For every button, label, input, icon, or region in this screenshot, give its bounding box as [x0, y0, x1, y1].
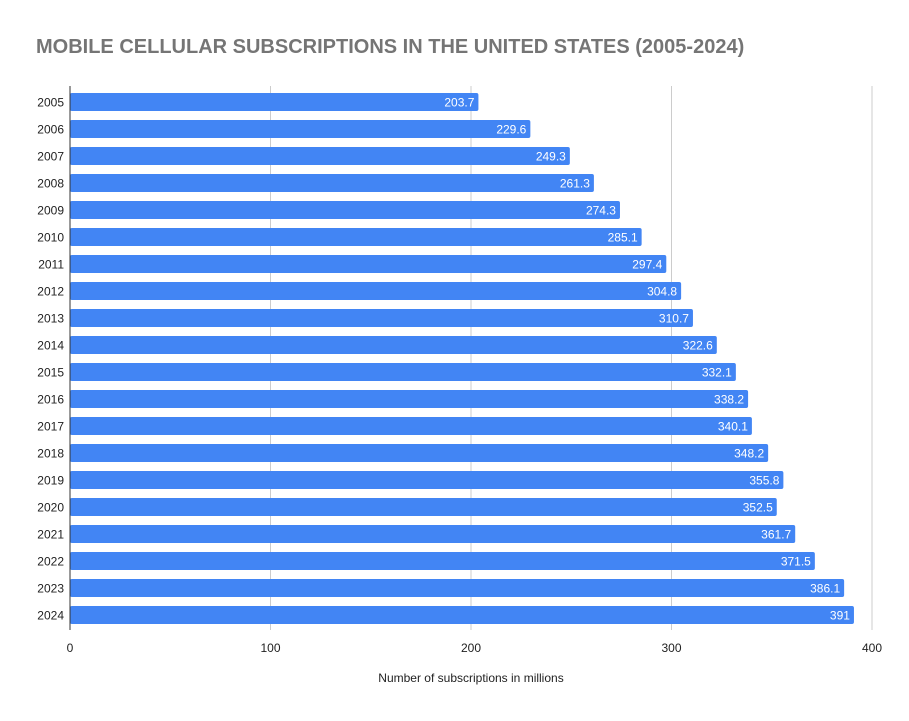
y-tick-label: 2005	[37, 96, 64, 110]
bar-value-label: 340.1	[718, 420, 748, 434]
y-tick-label: 2007	[37, 150, 64, 164]
bar-value-label: 391	[830, 609, 850, 623]
bar-value-label: 338.2	[714, 393, 744, 407]
bar-value-label: 386.1	[810, 582, 840, 596]
bar	[70, 93, 479, 111]
bar-value-label: 285.1	[608, 231, 638, 245]
y-tick-label: 2016	[37, 393, 64, 407]
y-tick-label: 2021	[37, 528, 64, 542]
axis-layer: 0 100 200 300 400 2005 2006 2007 2008 2009 2010 201…	[37, 86, 882, 655]
bar	[70, 255, 667, 273]
bar-value-label: 352.5	[743, 501, 773, 515]
bar	[70, 336, 717, 354]
y-tick-label: 2009	[37, 204, 64, 218]
bar	[70, 309, 693, 327]
bar	[70, 201, 620, 219]
x-axis-label: Number of subscriptions in millions	[378, 671, 563, 685]
y-tick-label: 2006	[37, 123, 64, 137]
y-tick-label: 2017	[37, 420, 64, 434]
bar-value-label: 304.8	[647, 285, 677, 299]
bar-value-label: 371.5	[781, 555, 811, 569]
bar-value-label: 348.2	[734, 447, 764, 461]
bar-value-label: 297.4	[632, 258, 662, 272]
bar	[70, 228, 642, 246]
x-tick-label: 100	[260, 641, 280, 655]
grid-layer	[270, 86, 873, 630]
y-tick-label: 2013	[37, 312, 64, 326]
bar	[70, 471, 784, 489]
bar	[70, 498, 777, 516]
y-tick-label: 2019	[37, 474, 64, 488]
bar-value-label: 355.8	[749, 474, 779, 488]
x-tick-label: 400	[862, 641, 882, 655]
bar	[70, 552, 815, 570]
y-tick-label: 2014	[37, 339, 64, 353]
bar-value-label: 229.6	[496, 123, 526, 137]
y-tick-label: 2022	[37, 555, 64, 569]
bar	[70, 120, 531, 138]
y-tick-label: 2020	[37, 501, 64, 515]
bar	[70, 579, 845, 597]
y-tick-label: 2015	[37, 366, 64, 380]
y-tick-label: 2012	[37, 285, 64, 299]
bar	[70, 147, 570, 165]
bar-value-label: 274.3	[586, 204, 616, 218]
chart-title: MOBILE CELLULAR SUBSCRIPTIONS IN THE UNI…	[36, 36, 745, 58]
bar-value-label: 249.3	[536, 150, 566, 164]
bar-value-label: 261.3	[560, 177, 590, 191]
bar	[70, 444, 769, 462]
y-tick-label: 2011	[38, 258, 64, 272]
x-tick-label: 300	[661, 641, 681, 655]
y-tick-label: 2010	[37, 231, 64, 245]
y-tick-label: 2008	[37, 177, 64, 191]
x-tick-label: 200	[461, 641, 481, 655]
bar-value-label: 322.6	[683, 339, 713, 353]
bar	[70, 606, 854, 624]
bar	[70, 174, 594, 192]
bar	[70, 417, 752, 435]
y-tick-label: 2018	[37, 447, 64, 461]
y-tick-label: 2024	[37, 609, 64, 623]
bar	[70, 390, 749, 408]
bar-value-label: 361.7	[761, 528, 791, 542]
bar	[70, 363, 736, 381]
bar	[70, 525, 796, 543]
bar-value-label: 332.1	[702, 366, 732, 380]
x-tick-label: 0	[67, 641, 74, 655]
bar-value-label: 310.7	[659, 312, 689, 326]
bar-layer: 203.7 229.6 249.3 261.3 274.3 285.1 297.4 304.8…	[70, 93, 854, 624]
y-tick-label: 2023	[37, 582, 64, 596]
bar	[70, 282, 682, 300]
bar-value-label: 203.7	[444, 96, 474, 110]
